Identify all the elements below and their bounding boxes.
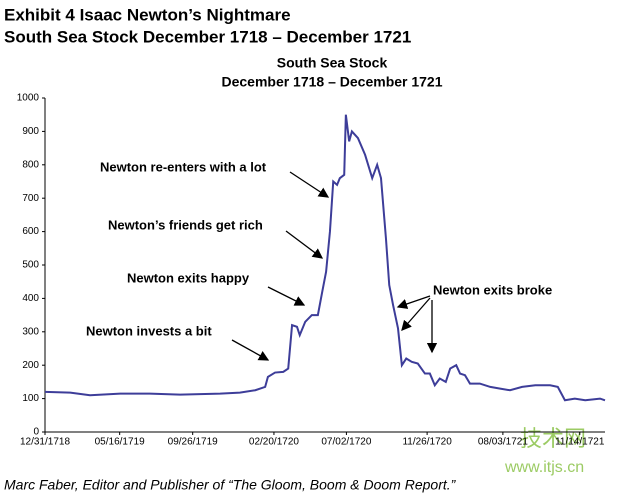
watermark-brand: 技术网 [520, 426, 586, 451]
annotation: Newton exits broke [433, 282, 552, 297]
page-subtitle: South Sea Stock December 1718 – December… [4, 27, 411, 46]
x-tick-label: 12/31/1718 [20, 437, 70, 448]
y-tick-label: 1000 [17, 93, 40, 104]
x-tick-label: 02/20/1720 [249, 437, 299, 448]
x-tick-label: 05/16/1719 [95, 437, 145, 448]
annotation: Newton’s friends get rich [108, 217, 263, 232]
y-tick-label: 800 [22, 159, 39, 170]
x-tick-label: 11/14/1721 [555, 437, 605, 448]
y-tick-label: 100 [22, 393, 39, 404]
footer: Marc Faber, Editor and Publisher of “The… [4, 477, 457, 493]
x-tick-label: 07/02/1720 [321, 437, 371, 448]
page-title: Exhibit 4 Isaac Newton’s Nightmare [4, 5, 291, 24]
y-tick-label: 0 [33, 427, 39, 438]
annotation: Newton exits happy [127, 270, 250, 285]
y-tick-label: 400 [22, 293, 39, 304]
series-line [44, 114, 606, 402]
annotation: Newton re-enters with a lot [100, 159, 267, 174]
y-tick-label: 700 [22, 193, 39, 204]
chart-title: South Sea Stock [277, 55, 388, 71]
y-tick-label: 600 [22, 226, 39, 237]
y-tick-label: 200 [22, 360, 39, 371]
annotation: Newton invests a bit [86, 323, 212, 338]
y-tick-label: 900 [22, 126, 39, 137]
x-tick-label: 11/26/1720 [402, 437, 452, 448]
chart-subtitle: December 1718 – December 1721 [221, 74, 442, 90]
y-tick-label: 500 [22, 260, 39, 271]
x-tick-label: 09/26/1719 [168, 437, 218, 448]
watermark-url: www.itjs.cn [504, 459, 584, 476]
annotation-arrows [231, 171, 438, 361]
x-tick-label: 08/03/1721 [478, 437, 528, 448]
y-tick-label: 300 [22, 326, 39, 337]
